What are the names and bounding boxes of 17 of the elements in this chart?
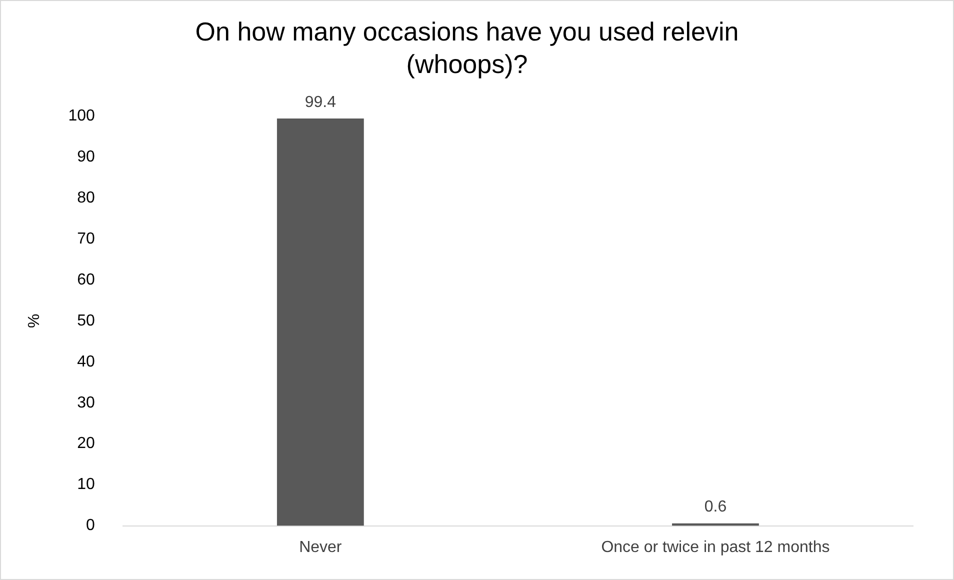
y-tick-label: 20 [77, 435, 95, 452]
y-tick-label: 50 [77, 312, 95, 330]
y-tick-label: 60 [77, 271, 95, 288]
y-tick-label: 90 [77, 148, 95, 166]
x-tick-label: Once or twice in past 12 months [601, 538, 830, 556]
data-label: 0.6 [704, 498, 727, 516]
y-tick-label: 100 [68, 107, 95, 124]
y-tick-label: 0 [86, 517, 95, 534]
x-tick-label: Never [299, 538, 342, 556]
y-tick-label: 10 [77, 476, 95, 494]
y-tick-label: 70 [77, 230, 95, 248]
y-tick-label: 30 [77, 394, 95, 412]
y-tick-label: 80 [77, 189, 95, 206]
chart-title: On how many occasions have you used relevin (whoops)? [195, 16, 739, 79]
y-axis-title: % [26, 314, 44, 328]
y-tick-label: 40 [77, 353, 95, 370]
data-label: 99.4 [304, 94, 336, 111]
